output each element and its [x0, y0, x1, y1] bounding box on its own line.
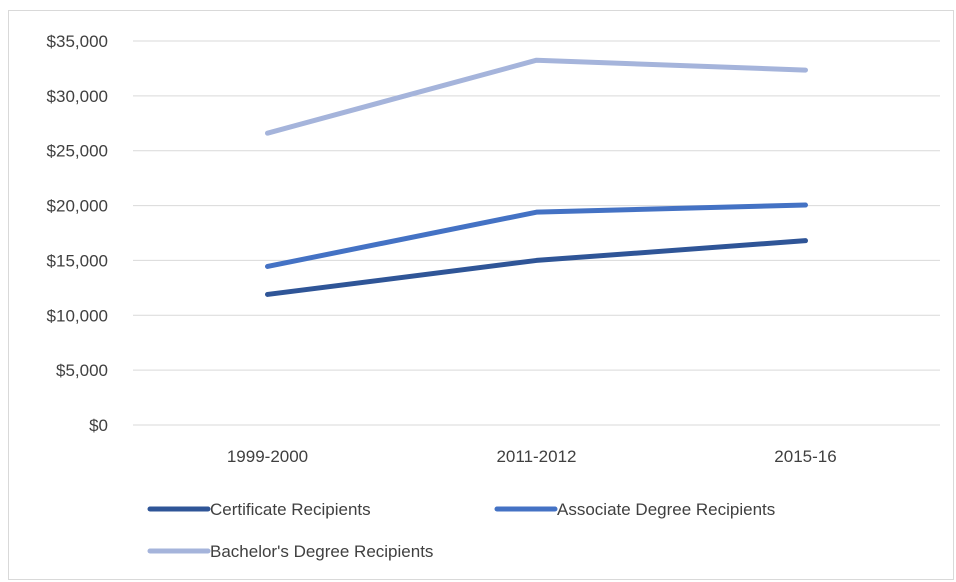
- x-axis-ticks: 1999-2000 2011-2012 2015-16: [227, 447, 837, 466]
- y-tick-label: $0: [89, 416, 108, 435]
- legend-label: Bachelor's Degree Recipients: [210, 542, 433, 561]
- series-line: [265, 57, 808, 136]
- legend-label: Associate Degree Recipients: [557, 500, 775, 519]
- series-line: [265, 202, 808, 269]
- series-line: [265, 238, 808, 297]
- x-tick-label: 2011-2012: [496, 447, 576, 466]
- y-tick-label: $25,000: [47, 142, 108, 161]
- series-lines: [265, 57, 808, 297]
- y-tick-label: $20,000: [47, 197, 108, 216]
- y-tick-label: $10,000: [47, 306, 108, 325]
- chart-frame: [8, 10, 954, 580]
- x-tick-label: 2015-16: [774, 447, 836, 466]
- y-axis-ticks: $0 $5,000 $10,000 $15,000 $20,000 $25,000 $30,…: [47, 32, 108, 435]
- y-tick-label: $35,000: [47, 32, 108, 51]
- x-tick-label: 1999-2000: [227, 447, 308, 466]
- y-tick-label: $5,000: [56, 361, 108, 380]
- gridlines: [133, 40, 940, 371]
- y-tick-label: $30,000: [47, 87, 108, 106]
- y-tick-label: $15,000: [47, 251, 108, 270]
- legend-label: Certificate Recipients: [210, 500, 371, 519]
- legend: Certificate Recipients Associate Degree R…: [147, 500, 775, 561]
